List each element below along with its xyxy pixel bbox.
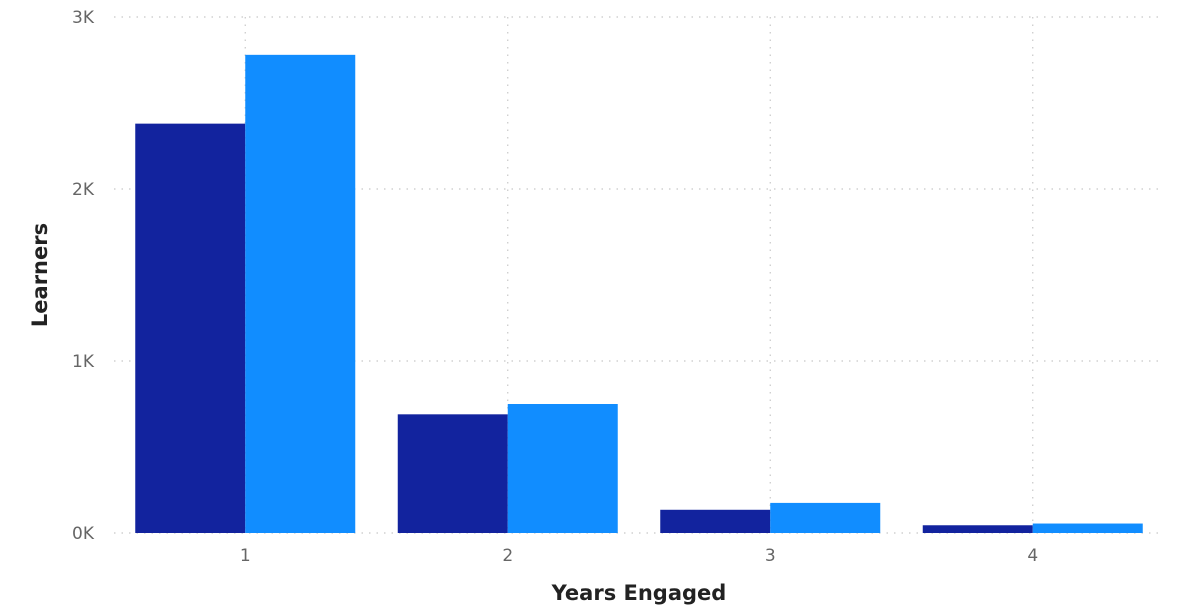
x-tick-label: 3 xyxy=(765,546,776,566)
y-tick-label: 2K xyxy=(72,180,95,200)
bar-series-2-cat-4 xyxy=(1032,523,1143,533)
y-axis-title: Learners xyxy=(28,223,52,327)
y-tick-label: 0K xyxy=(72,524,95,544)
bar-series-2-cat-2 xyxy=(507,404,618,533)
y-axis-ticks: 0K 1K 2K 3K xyxy=(72,8,95,544)
bars xyxy=(135,54,1143,534)
x-tick-label: 2 xyxy=(502,546,513,566)
bar-series-2-cat-1 xyxy=(245,54,356,534)
x-tick-label: 1 xyxy=(240,546,251,566)
x-axis-ticks: 1 2 3 4 xyxy=(240,546,1038,566)
gridlines xyxy=(114,16,1164,534)
y-tick-label: 3K xyxy=(72,8,95,28)
y-tick-label: 1K xyxy=(72,352,95,372)
bar-series-1-cat-1 xyxy=(135,123,246,533)
bar-series-1-cat-2 xyxy=(397,414,508,533)
x-tick-label: 4 xyxy=(1027,546,1038,566)
bar-series-2-cat-3 xyxy=(770,502,881,533)
bar-series-1-cat-4 xyxy=(922,525,1033,533)
x-axis-title: Years Engaged xyxy=(551,581,727,605)
bar-series-1-cat-3 xyxy=(660,509,771,533)
